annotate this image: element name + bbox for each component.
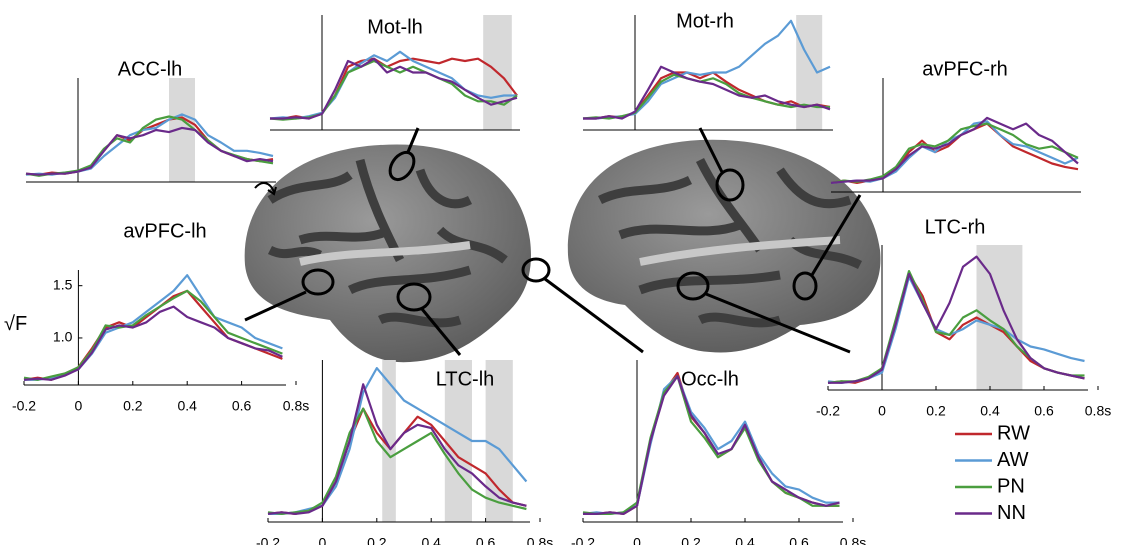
x-tick-label: 0 — [75, 398, 83, 414]
panel: ACC-lh — [25, 58, 276, 183]
x-tick-label: -0.2 — [256, 535, 280, 545]
legend-label: NN — [997, 502, 1026, 524]
series-line — [583, 19, 831, 120]
x-tick-label: 0.2 — [123, 398, 143, 414]
x-tick-label: 0.4 — [177, 398, 197, 414]
series-line — [582, 73, 830, 120]
highlight-window — [976, 245, 1023, 390]
x-tick-label: 0.8s — [1085, 403, 1111, 419]
x-tick-label: 0.2 — [367, 535, 387, 545]
roi-markers — [244, 127, 862, 356]
series-line — [267, 383, 527, 515]
panel-title: Occ-lh — [681, 368, 739, 390]
panel: -0.2 0 0.2 0.4 0.6 0.8s LTC-rh — [816, 216, 1111, 418]
panel-title: ACC-lh — [118, 58, 182, 80]
panel-title: avPFC-rh — [922, 58, 1008, 80]
x-tick-label: 0.8s — [527, 535, 553, 545]
series-line — [25, 126, 274, 176]
panel: Mot-rh — [582, 10, 833, 131]
series-line — [270, 57, 518, 120]
panel-title: LTC-rh — [925, 216, 986, 238]
x-tick-label: -0.2 — [571, 535, 595, 545]
series-line — [583, 375, 840, 515]
series-line — [23, 289, 283, 381]
x-tick-label: 0 — [319, 535, 327, 545]
legend-label: PN — [997, 475, 1025, 497]
highlight-window — [444, 360, 472, 522]
series-line — [23, 305, 283, 381]
y-tick-label: 1.0 — [53, 329, 73, 345]
x-tick-label: 0 — [878, 403, 886, 419]
panel-title: Mot-lh — [367, 16, 423, 38]
series-line — [25, 115, 274, 177]
x-tick-label: 0.6 — [232, 398, 252, 414]
x-tick-label: -0.2 — [12, 398, 36, 414]
x-tick-label: 0.6 — [476, 535, 496, 545]
legend-label: AW — [997, 449, 1029, 471]
x-tick-label: 0.6 — [1034, 403, 1054, 419]
panel-title: LTC-lh — [436, 368, 495, 390]
x-tick-label: 0.2 — [681, 535, 701, 545]
x-tick-label: 0 — [633, 535, 641, 545]
panel: avPFC-rh — [830, 58, 1081, 193]
x-tick-label: 0.6 — [789, 535, 809, 545]
x-tick-label: 0.4 — [421, 535, 441, 545]
legend-label: RW — [997, 422, 1030, 444]
x-tick-label: 0.8s — [840, 535, 866, 545]
highlight-window — [382, 360, 396, 522]
panel-title: Mot-rh — [676, 10, 734, 32]
panel-title: avPFC-lh — [123, 220, 206, 242]
y-axis-label: √F — [4, 313, 27, 335]
panel: -0.2 0 0.2 0.4 0.6 0.8s LTC-lh — [256, 360, 553, 545]
x-tick-label: -0.2 — [816, 403, 840, 419]
series-line — [830, 120, 1079, 184]
series-line — [583, 65, 831, 120]
x-tick-label: 0.8s — [283, 398, 309, 414]
series-line — [269, 50, 517, 120]
panel: Mot-lh — [269, 15, 520, 131]
x-tick-label: 0.4 — [735, 535, 755, 545]
panel: -0.2 0 0.2 0.4 0.6 0.8s Occ-lh — [571, 360, 866, 545]
panel: -0.2 0 0.2 0.4 0.6 0.8s 1.0 1.5 √F avPFC-lh — [4, 220, 309, 413]
x-tick-label: 0.2 — [926, 403, 946, 419]
legend: RW AW PN NN — [955, 422, 1030, 524]
x-tick-label: 0.4 — [980, 403, 1000, 419]
highlight-window — [485, 360, 513, 522]
series-line — [270, 57, 518, 120]
left-brain — [244, 144, 531, 363]
series-line — [267, 407, 527, 515]
series-line — [828, 255, 1085, 384]
series-line — [25, 116, 274, 176]
series-line — [830, 122, 1079, 184]
series-line — [830, 116, 1079, 184]
y-tick-label: 1.5 — [53, 276, 73, 292]
